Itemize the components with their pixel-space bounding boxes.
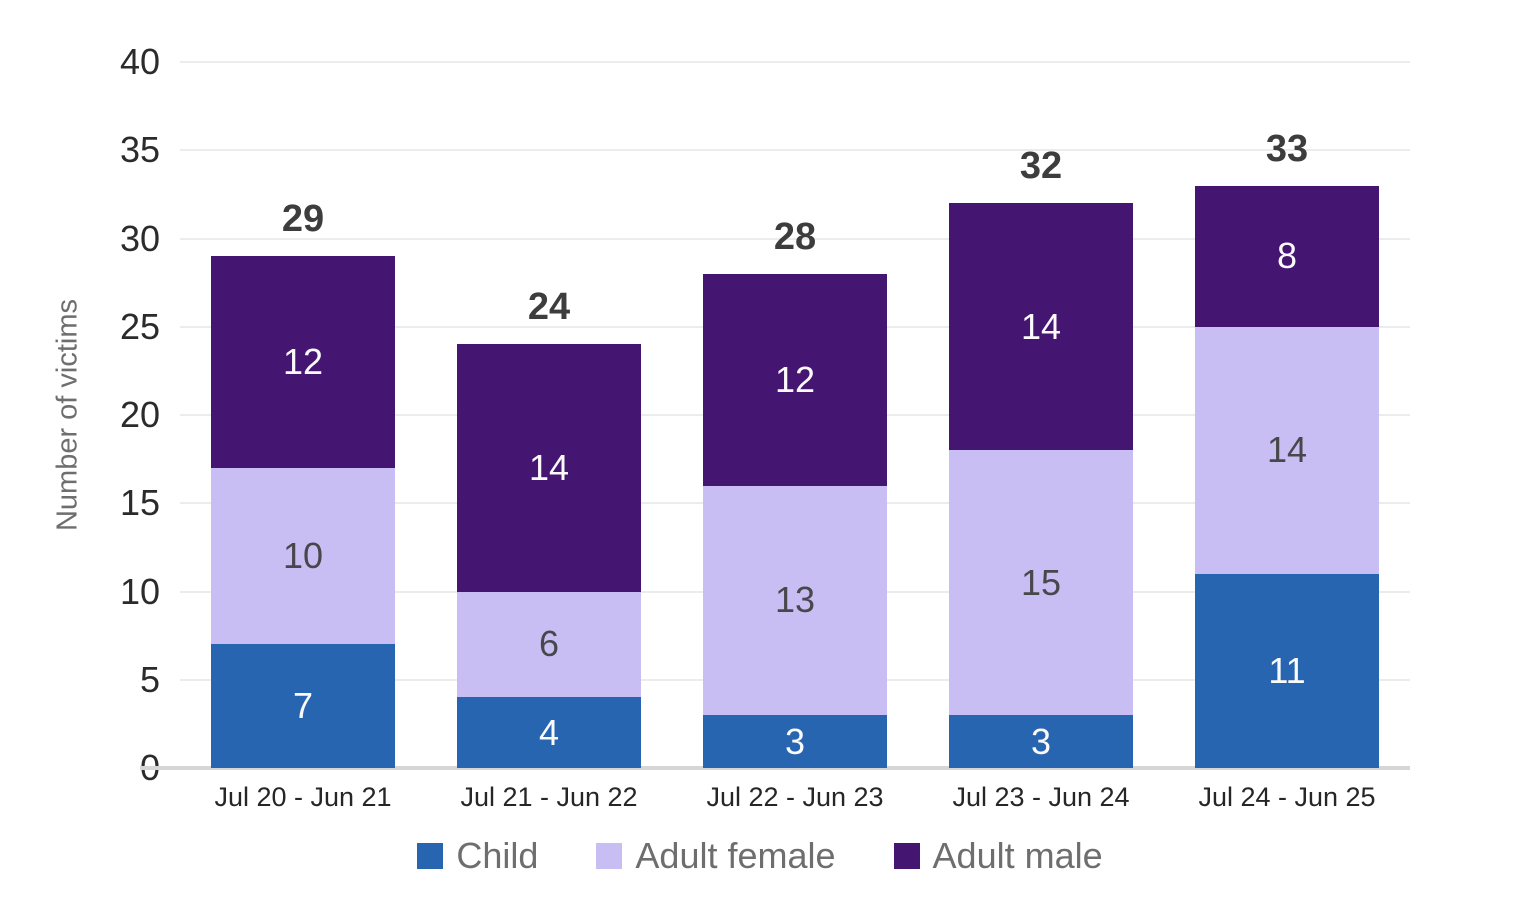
bar-segment xyxy=(210,256,396,468)
y-axis: 0 5 10 15 20 25 30 35 40 xyxy=(40,44,160,786)
legend-swatch-child xyxy=(417,843,444,869)
legend: Child Adult female Adult male xyxy=(0,838,1520,874)
bar-segment xyxy=(702,273,888,486)
y-tick-label: 30 xyxy=(119,217,160,259)
legend-item-adult-female: Adult female xyxy=(596,835,836,876)
gridline xyxy=(180,237,1410,240)
segment-value-label: 7 xyxy=(292,685,314,727)
bar-group: 3 13 12 28 xyxy=(672,62,918,768)
legend-item-adult-male: Adult male xyxy=(893,835,1103,876)
legend-label-adult-female: Adult female xyxy=(635,835,836,876)
y-tick-label: 5 xyxy=(139,658,160,700)
y-tick-label: 35 xyxy=(119,129,160,171)
plot-area: 7 10 12 29 4 6 14 24 3 13 12 28 3 15 14 32 11 14 8 33 xyxy=(140,61,1410,770)
segment-value-label: 3 xyxy=(1030,720,1052,762)
bar-total-label: 29 xyxy=(281,198,325,241)
y-tick-label: 10 xyxy=(119,570,160,612)
bar-segment xyxy=(948,715,1134,768)
bar-group: 4 6 14 24 xyxy=(426,62,672,768)
legend-swatch-adult-female xyxy=(596,843,623,869)
segment-value-label: 8 xyxy=(1276,235,1298,277)
bar-group: 3 15 14 32 xyxy=(918,62,1164,768)
segment-value-label: 14 xyxy=(1020,305,1062,347)
x-tick-label: Jul 24 - Jun 25 xyxy=(1198,782,1376,812)
segment-value-label: 11 xyxy=(1268,649,1306,691)
segment-value-label: 12 xyxy=(282,341,324,383)
bar-segment xyxy=(1194,326,1380,574)
bar-segment xyxy=(210,467,396,645)
y-tick-label: 25 xyxy=(119,305,160,347)
bar-segment xyxy=(948,450,1134,716)
x-axis: Jul 20 - Jun 21 Jul 21 - Jun 22 Jul 22 - J… xyxy=(180,782,1410,813)
bar-group: 7 10 12 29 xyxy=(180,62,426,768)
bar-total-label: 24 xyxy=(527,286,571,329)
x-tick-label: Jul 23 - Jun 24 xyxy=(952,782,1130,812)
x-tick-label: Jul 22 - Jun 23 xyxy=(706,782,884,812)
segment-value-label: 15 xyxy=(1020,561,1062,603)
segment-value-label: 14 xyxy=(528,446,570,488)
x-tick-label: Jul 21 - Jun 22 xyxy=(460,782,638,812)
bar-segment xyxy=(210,644,396,768)
gridline xyxy=(180,61,1410,63)
bar-total-label: 32 xyxy=(1019,145,1063,188)
segment-value-label: 13 xyxy=(774,579,816,621)
segment-value-label: 3 xyxy=(784,720,806,762)
segment-value-label: 4 xyxy=(538,711,560,753)
x-axis-baseline xyxy=(140,766,1410,770)
bar-total-label: 33 xyxy=(1265,127,1309,170)
segment-value-label: 10 xyxy=(282,535,324,577)
bar-segment xyxy=(456,344,642,592)
legend-swatch-adult-male xyxy=(893,843,920,869)
legend-label-adult-male: Adult male xyxy=(932,835,1103,876)
bar-segment xyxy=(702,715,888,768)
segment-value-label: 6 xyxy=(538,623,560,665)
bar-group: 11 14 8 33 xyxy=(1164,62,1410,768)
bar-segment xyxy=(456,697,642,768)
y-tick-label: 20 xyxy=(119,394,160,435)
segment-value-label: 14 xyxy=(1266,429,1308,471)
legend-label-child: Child xyxy=(456,835,539,876)
x-tick-label: Jul 20 - Jun 21 xyxy=(214,782,392,812)
bar-segment xyxy=(948,203,1134,451)
bar-total-label: 28 xyxy=(773,215,817,258)
bar-segment xyxy=(1194,185,1380,327)
y-tick-label: 40 xyxy=(119,41,160,82)
bar-segment xyxy=(1194,573,1380,768)
bar-segment xyxy=(456,591,642,698)
y-tick-label: 15 xyxy=(119,482,160,524)
segment-value-label: 12 xyxy=(774,358,816,400)
bar-segment xyxy=(702,485,888,716)
legend-item-child: Child xyxy=(417,838,538,874)
gridline xyxy=(180,149,1410,152)
